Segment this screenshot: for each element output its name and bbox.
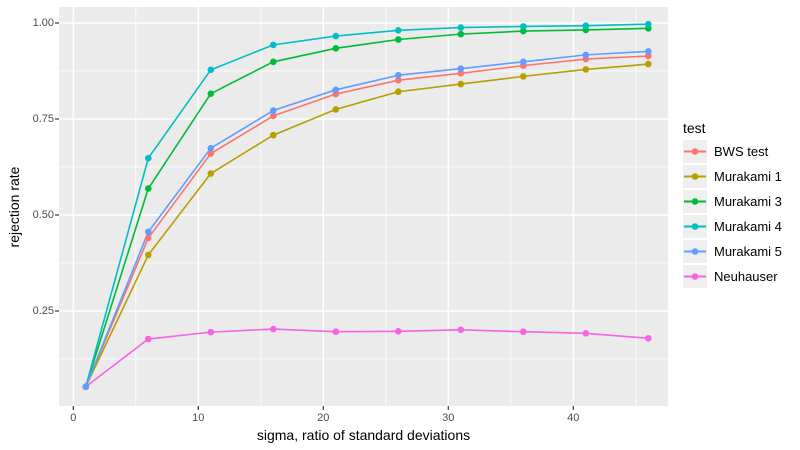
data-point-murakami-5 (645, 48, 652, 55)
data-point-murakami-3 (207, 90, 215, 97)
data-point-bws-test (207, 150, 215, 157)
series-line-bws-test (85, 55, 649, 387)
legend-item-murakami-3: Murakami 3 (683, 189, 782, 214)
legend-item-label: BWS test (714, 144, 769, 159)
data-point-murakami-1 (582, 66, 590, 73)
data-point-neuhauser (645, 334, 652, 342)
legend-item-label: Murakami 1 (714, 169, 782, 184)
data-point-murakami-4 (207, 66, 215, 74)
y-axis-title: rejection rate (6, 166, 22, 248)
data-point-bws-test (395, 76, 402, 84)
data-point-murakami-4 (520, 23, 527, 30)
data-point-bws-test (457, 70, 465, 77)
y-tick-label: 0.75 (32, 113, 54, 125)
x-axis-title: sigma, ratio of standard deviations (256, 427, 471, 443)
data-point-murakami-4 (645, 20, 652, 28)
data-point-murakami-4 (270, 41, 277, 49)
data-point-murakami-1 (457, 80, 465, 88)
x-tick-label: 10 (192, 412, 205, 424)
y-tick-label: 0.50 (32, 209, 54, 221)
legend-key-swatch (683, 190, 707, 213)
series-line-murakami-5 (85, 50, 649, 387)
data-point-murakami-5 (82, 383, 90, 390)
data-point-murakami-1 (207, 170, 215, 177)
data-point-murakami-1 (645, 60, 652, 68)
series-line-murakami-3 (85, 27, 649, 387)
data-point-neuhauser (145, 335, 152, 343)
data-point-neuhauser (457, 326, 465, 334)
data-point-bws-test (270, 112, 277, 120)
data-point-murakami-4 (582, 22, 590, 29)
data-point-bws-test (145, 234, 152, 242)
data-point-murakami-1 (395, 88, 402, 96)
data-point-murakami-1 (270, 131, 277, 139)
data-point-neuhauser (582, 329, 590, 337)
legend-item-label: Murakami 4 (714, 219, 782, 234)
legend-item-murakami-1: Murakami 1 (683, 164, 782, 189)
data-point-murakami-4 (395, 26, 402, 34)
data-point-murakami-3 (332, 45, 340, 52)
data-point-murakami-4 (457, 24, 465, 31)
y-tick-label: 1.00 (32, 17, 54, 29)
data-point-neuhauser (395, 328, 402, 335)
data-point-murakami-3 (520, 27, 527, 35)
legend-key-swatch (683, 165, 707, 188)
x-tick-label: 30 (442, 412, 455, 424)
legend-item-murakami-4: Murakami 4 (683, 214, 782, 239)
data-point-murakami-5 (207, 144, 215, 152)
legend-key-swatch (683, 215, 707, 238)
data-point-murakami-1 (145, 251, 152, 259)
legend: test BWS test Murakami 1 Murakami 3 Murakam… (683, 119, 782, 289)
data-point-murakami-3 (145, 185, 152, 192)
legend-item-bws-test: BWS test (683, 139, 782, 164)
series-line-neuhauser (85, 328, 649, 388)
data-point-murakami-5 (520, 58, 527, 66)
y-tick-label: 0.25 (32, 305, 54, 317)
data-point-murakami-4 (332, 32, 340, 40)
legend-key-swatch (683, 140, 707, 163)
data-point-murakami-3 (395, 36, 402, 43)
data-point-murakami-5 (582, 51, 590, 59)
legend-items: BWS test Murakami 1 Murakami 3 Murakami 4 Mu… (683, 139, 782, 289)
data-point-neuhauser (332, 328, 340, 336)
x-tick-label: 20 (317, 412, 330, 424)
legend-key-swatch (683, 265, 707, 288)
data-point-murakami-3 (270, 58, 277, 66)
legend-title: test (683, 120, 706, 136)
legend-item-neuhauser: Neuhauser (683, 264, 782, 289)
series-line-murakami-4 (85, 23, 649, 387)
legend-item-label: Murakami 5 (714, 244, 782, 259)
data-point-murakami-1 (520, 73, 527, 80)
data-point-neuhauser (270, 325, 277, 333)
x-tick-label: 0 (70, 412, 77, 424)
panel-background (59, 7, 668, 406)
data-point-murakami-5 (457, 65, 465, 72)
legend-item-murakami-5: Murakami 5 (683, 239, 782, 264)
data-point-neuhauser (207, 328, 215, 336)
data-point-murakami-1 (332, 106, 340, 113)
data-point-bws-test (645, 52, 652, 60)
legend-item-label: Murakami 3 (714, 194, 782, 209)
data-point-murakami-3 (457, 30, 465, 38)
data-point-murakami-5 (395, 71, 402, 79)
data-point-neuhauser (520, 328, 527, 336)
legend-item-label: Neuhauser (714, 269, 778, 284)
data-point-murakami-5 (332, 86, 340, 94)
x-tick-label: 40 (567, 412, 580, 424)
legend-key-swatch (683, 240, 707, 263)
series-line-murakami-1 (85, 63, 649, 387)
data-point-murakami-5 (270, 107, 277, 114)
data-point-murakami-5 (145, 228, 152, 236)
data-point-murakami-4 (145, 154, 152, 162)
